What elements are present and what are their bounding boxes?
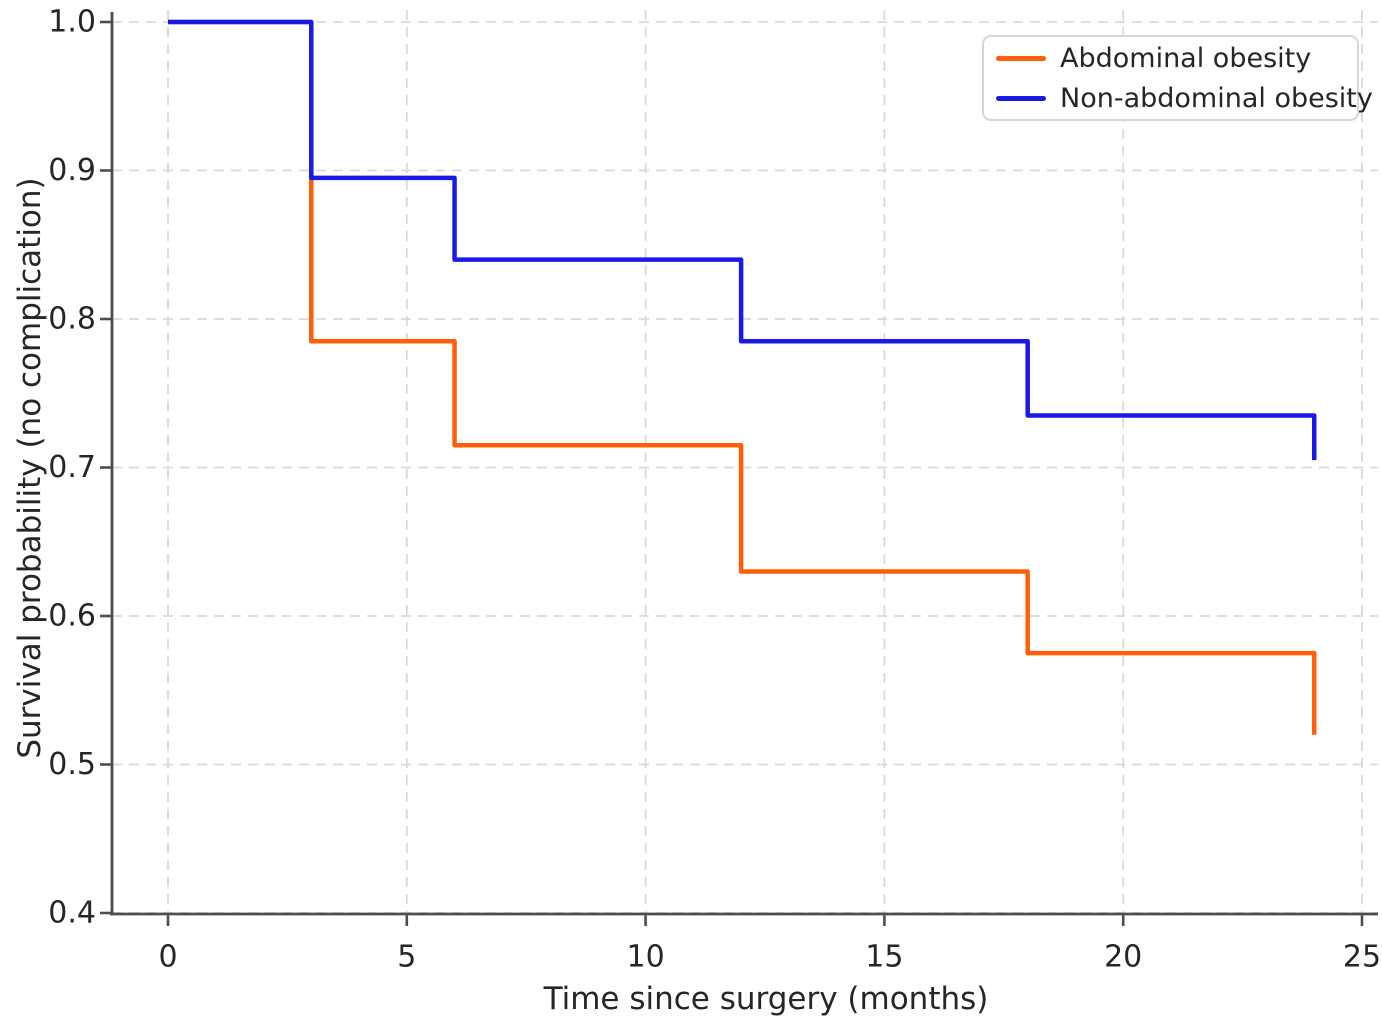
y-tick-label: 0.4 <box>48 896 96 931</box>
x-tick-label: 0 <box>158 940 177 975</box>
gridlines <box>112 10 1378 914</box>
x-tick-label: 10 <box>627 940 665 975</box>
legend-item-non-abdominal-obesity: Non-abdominal obesity <box>996 78 1373 118</box>
survival-curve-non-abdominal <box>168 19 1317 461</box>
legend-label-abdominal-obesity: Abdominal obesity <box>1060 42 1312 74</box>
y-axis-label: Survival probability (no complication) <box>12 177 48 758</box>
legend: Abdominal obesity Non-abdominal obesity <box>982 35 1373 121</box>
y-tick-label: 0.9 <box>48 153 96 188</box>
non-abdominal-obesity-line-swatch <box>996 95 1046 101</box>
y-tick-label: 0.6 <box>48 599 96 634</box>
x-tick-label: 25 <box>1343 940 1381 975</box>
axes-spines-and-ticks <box>100 12 1378 926</box>
survival-curve-abdominal <box>168 19 1317 735</box>
y-tick-label: 0.7 <box>48 450 96 485</box>
tick-labels: 0 5 10 15 20 25 1.0 0.9 0.8 0.7 0.6 0.5 0.4 <box>48 5 1381 975</box>
survival-curves <box>168 19 1317 735</box>
y-tick-label: 1.0 <box>48 5 96 40</box>
x-tick-label: 20 <box>1104 940 1142 975</box>
x-tick-label: 15 <box>865 940 903 975</box>
legend-item-abdominal-obesity: Abdominal obesity <box>996 38 1357 78</box>
abdominal-obesity-line-swatch <box>996 55 1046 61</box>
y-tick-label: 0.8 <box>48 302 96 337</box>
x-axis-label: Time since surgery (months) <box>543 981 989 1017</box>
x-tick-label: 5 <box>397 940 416 975</box>
legend-label-non-abdominal-obesity: Non-abdominal obesity <box>1060 82 1373 114</box>
y-tick-label: 0.5 <box>48 747 96 782</box>
